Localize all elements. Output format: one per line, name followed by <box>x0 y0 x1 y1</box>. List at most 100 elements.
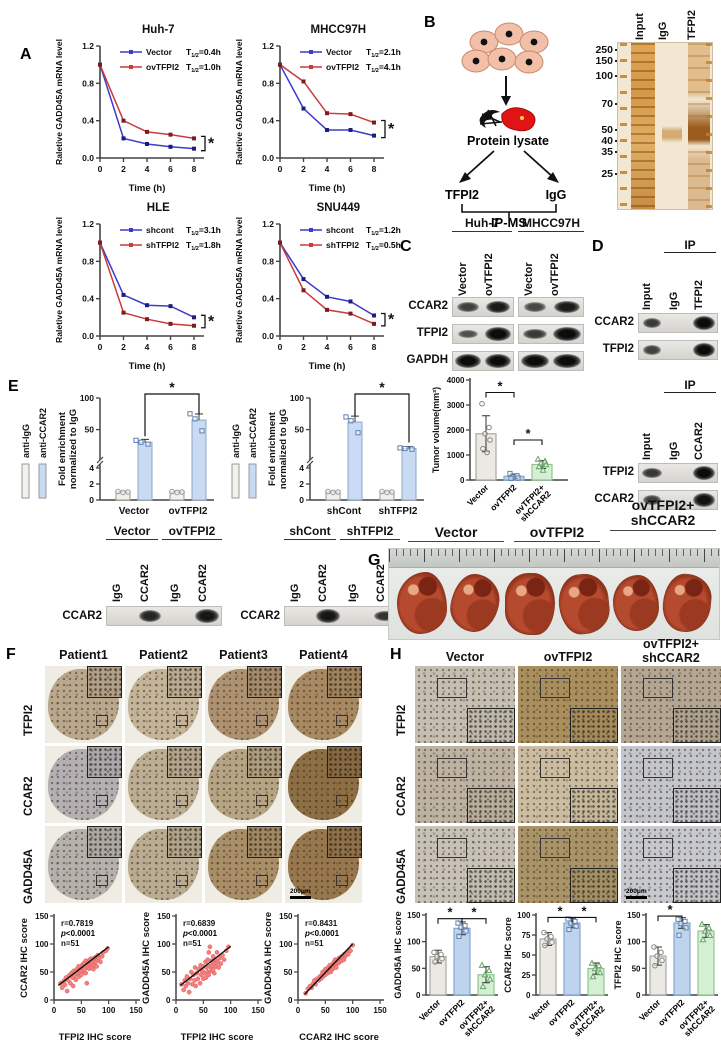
svg-text:GADD45A IHC score: GADD45A IHC score <box>393 911 403 998</box>
tumor-1 <box>397 572 447 634</box>
panel-f-label: F <box>6 646 16 663</box>
ip-ms-workflow-diagram: Protein lysate TFPI2 IgG IP-MS <box>445 22 567 228</box>
h-row-CCAR2: CCAR2 <box>396 776 408 816</box>
wb-band <box>642 495 662 505</box>
inset-zoom <box>467 867 515 903</box>
svg-text:*: * <box>447 905 453 920</box>
scatter-tfpi2-gadd45a-svg: 00 50 50 100 100 150 150 TFPI2 IHC score GADD45A… <box>141 912 265 1043</box>
svg-text:50: 50 <box>162 968 171 977</box>
svg-text:150: 150 <box>35 912 49 921</box>
wb-lane <box>483 352 513 370</box>
svg-text:0.4: 0.4 <box>82 294 94 304</box>
svg-text:50: 50 <box>412 964 421 973</box>
wb-box <box>638 463 718 483</box>
ip-gel-shcont-shtfpi2: shCont shTFPI2 IgG CCAR2 IgG CCAR2 CCAR2 <box>226 524 406 636</box>
svg-text:100: 100 <box>346 1006 360 1015</box>
ihc-tile-CCAR2-2 <box>621 746 721 823</box>
g-group-ovtfpi2-shccar2: ovTFPI2+ shCCAR2 <box>610 497 716 531</box>
ihc-tile-TFPI2-2 <box>621 666 721 743</box>
svg-text:0.0: 0.0 <box>82 331 94 341</box>
svg-text:Raletive GADD45A mRNA level: Raletive GADD45A mRNA level <box>234 39 244 165</box>
f-col-0: Patient1 <box>59 648 108 662</box>
svg-text:ovTFPI2: ovTFPI2 <box>146 62 179 72</box>
svg-text:n=51: n=51 <box>305 939 324 948</box>
tissue <box>208 829 279 900</box>
svg-text:Fold enrichment: Fold enrichment <box>57 411 68 486</box>
svg-text:*: * <box>388 121 395 138</box>
inset-marker <box>176 875 189 887</box>
panel-c-label: C <box>400 238 412 255</box>
ihc-tile-CCAR2-0 <box>415 746 515 823</box>
igg-branch-label: IgG <box>546 188 567 202</box>
svg-text:50: 50 <box>321 1006 330 1015</box>
ihc-tile-GADD45A-Patient3 <box>205 826 282 903</box>
svg-text:r=0.6839: r=0.6839 <box>183 919 216 928</box>
ip-blot-ccar2: IP Input IgG CCAR2 TFPI2 CCAR2 <box>592 378 721 520</box>
wb-box <box>452 324 514 344</box>
wb-band <box>692 466 716 480</box>
tumor-5 <box>613 575 659 631</box>
f-col-1: Patient2 <box>139 648 188 662</box>
tumor-volume-svg: 0 1000 2000 3000 4000 Tumor volume(mm³) Vector… <box>431 376 568 523</box>
wb-lane <box>691 464 717 482</box>
svg-text:0: 0 <box>278 164 283 174</box>
wb-box <box>638 490 718 510</box>
svg-text:GADD45A IHC score: GADD45A IHC score <box>263 912 274 1004</box>
svg-text:CCAR2 IHC score: CCAR2 IHC score <box>19 918 30 998</box>
svg-text:4: 4 <box>325 342 330 352</box>
inset-marker <box>336 795 349 807</box>
svg-text:TFPI2 IHC score: TFPI2 IHC score <box>59 1032 132 1043</box>
mw-label: 100 <box>595 70 613 82</box>
lane-label: Vector <box>457 262 469 296</box>
wb-box <box>106 606 222 626</box>
lysate-icon <box>479 107 536 132</box>
lane-label: Vector <box>523 262 535 296</box>
svg-text:0: 0 <box>98 164 103 174</box>
inset-marker <box>256 715 269 727</box>
svg-text:shTFPI2: shTFPI2 <box>146 240 179 250</box>
wb-band <box>521 354 549 368</box>
svg-text:*: * <box>667 903 673 917</box>
wb-lane <box>483 325 513 343</box>
lane-label: TFPI2 <box>686 10 698 40</box>
wb-lane <box>551 298 583 316</box>
wb-lane <box>193 607 222 625</box>
svg-text:8: 8 <box>372 164 377 174</box>
svg-text:shcont: shcont <box>326 225 354 235</box>
inset-zoom <box>86 666 122 699</box>
wb-lane <box>371 607 400 625</box>
wb-band <box>692 316 716 330</box>
lane-label: CCAR2 <box>139 564 151 602</box>
svg-text:8: 8 <box>192 342 197 352</box>
svg-text:100: 100 <box>35 940 49 949</box>
wb-lane <box>691 491 717 509</box>
lane-label: IgG <box>657 21 669 40</box>
inset-marker <box>96 715 109 727</box>
wb-lane <box>639 341 665 359</box>
ihc-tile-CCAR2-1 <box>518 746 618 823</box>
lane-label: ovTFPI2 <box>483 253 495 296</box>
xenograft-photo <box>388 548 720 640</box>
chart-mhcc97h-mrna-decay: MHCC97H 0.0 0.4 0.8 1.2 0 2 4 6 8 Time (h) Raletive… <box>232 20 408 203</box>
wb-row-label: GAPDH <box>406 354 448 366</box>
wb-lane <box>639 314 665 332</box>
chart-ihc-tfpi2: 0 50 100 150 TFPI2 IHC score Vector ovTFPI2 ovT… <box>612 902 721 1044</box>
svg-text:0.0: 0.0 <box>262 153 274 163</box>
gel-lane-input <box>631 43 655 209</box>
lane-label: TFPI2 <box>693 280 705 310</box>
inset-marker <box>176 795 189 807</box>
panel-h-label: H <box>390 646 402 663</box>
svg-text:0.8: 0.8 <box>82 256 94 266</box>
svg-text:GADD45A IHC score: GADD45A IHC score <box>141 912 152 1004</box>
chart-scatter-tfpi2-ccar2: 0 0 50 50 100 100 150 150 TFPI2 IHC score CCAR2 I… <box>18 904 144 1044</box>
panel-b-label: B <box>424 14 436 31</box>
chip-sh-svg: anti-IgG anti-CCAR2 Fold enrichment normali… <box>231 379 424 517</box>
svg-text:anti-IgG: anti-IgG <box>21 424 31 458</box>
inset-marker <box>96 875 109 887</box>
chart-scatter-ccar2-gadd45a: 0 0 50 50 100 100 150 150 CCAR2 IHC score GADD45A… <box>262 904 388 1044</box>
gel-group-label: shCont <box>284 524 336 540</box>
chart-scatter-tfpi2-gadd45a: 0 0 50 50 100 100 150 150 TFPI2 IHC score GADD45A… <box>140 904 266 1044</box>
svg-text:Raletive GADD45A mRNA level: Raletive GADD45A mRNA level <box>54 39 64 165</box>
